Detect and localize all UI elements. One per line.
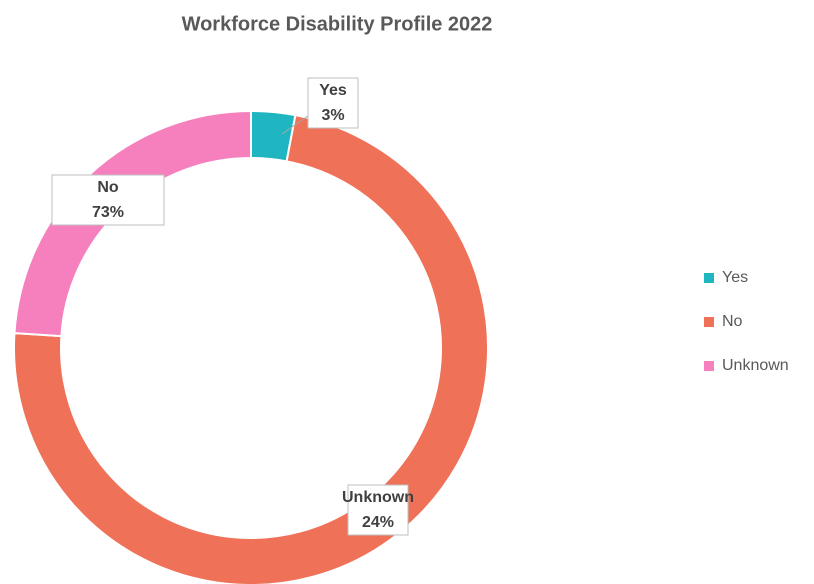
- chart-title: Workforce Disability Profile 2022: [182, 13, 493, 35]
- data-label: 3%: [321, 107, 344, 124]
- leader-line: [281, 115, 309, 135]
- donut-slice: [13, 109, 252, 338]
- legend-label: Yes: [722, 269, 748, 286]
- data-label-category: Unknown: [342, 489, 414, 506]
- data-label-category: No: [97, 179, 119, 196]
- legend-swatch: [704, 361, 714, 371]
- legend-label: No: [722, 313, 743, 330]
- legend-swatch: [704, 317, 714, 327]
- data-label: 24%: [362, 514, 394, 531]
- label-box: [307, 77, 359, 129]
- data-label: 73%: [92, 204, 124, 221]
- legend-swatch: [704, 273, 714, 283]
- data-label-category: Yes: [319, 82, 347, 99]
- donut-slice: [13, 114, 489, 584]
- label-box: [51, 174, 165, 226]
- label-box: [347, 484, 409, 536]
- legend-label: Unknown: [722, 357, 789, 374]
